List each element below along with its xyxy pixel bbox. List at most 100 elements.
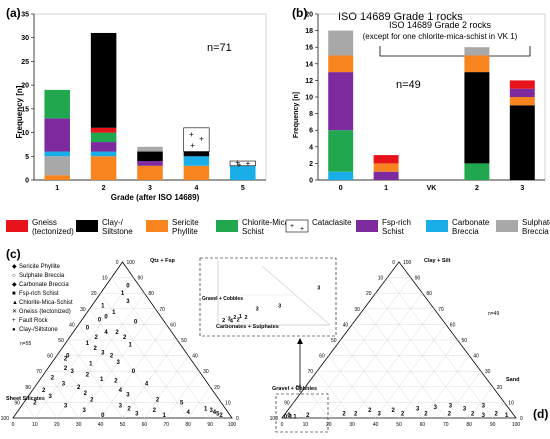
data-point-clay: 2 — [368, 408, 372, 414]
bar-segment-sericite — [509, 97, 535, 106]
tick-right: 50 — [462, 338, 468, 344]
bar-segment-fsp — [137, 161, 163, 166]
bar-segment-sulphate — [44, 156, 70, 176]
data-point-clay: 2 — [95, 335, 99, 341]
bar-segment-chlorite — [44, 89, 70, 119]
data-point-clay: 2 — [84, 391, 88, 397]
legend-label-fault: Fault Rock — [19, 318, 49, 324]
grid-line — [305, 277, 411, 419]
tick-bottom: 30 — [349, 422, 355, 428]
data-point-clay: 2 — [64, 357, 68, 363]
y-tick-label: 10 — [305, 95, 313, 102]
grid-line — [352, 308, 435, 419]
data-point-clay: 2 — [77, 385, 81, 391]
inset-point-fsp: 3 — [278, 303, 281, 309]
apex-left-d: Gravel + Cobbles — [272, 386, 317, 392]
grid-line — [23, 402, 36, 419]
tick-bottom: 90 — [207, 422, 213, 428]
tick-right: 0 — [520, 416, 523, 422]
tick-bottom: 30 — [76, 422, 82, 428]
y-tick-label: 25 — [21, 59, 29, 66]
tick-bottom: 20 — [326, 422, 332, 428]
grid-line — [111, 277, 211, 419]
inset-point-clay: 3 — [228, 316, 231, 322]
panel-c: (c) Qtz + Fsp Carbonates + Sulphates She… — [1, 247, 279, 428]
bar-legend: Gneiss (tectonized) Clay-/Siltstone Sericit… — [6, 218, 550, 236]
data-point-carbonate: 2 — [219, 413, 223, 419]
y-tick-label: 20 — [305, 12, 313, 19]
tick-right: 20 — [214, 385, 220, 391]
inset-point-clay: 2 — [244, 315, 247, 321]
data-point-sericite: 4 — [145, 382, 149, 388]
annotation-b: n=49 — [396, 79, 421, 91]
xlabel-a: Grade (after ISO 14689) — [111, 193, 200, 202]
data-point-clay: 2 — [391, 408, 395, 414]
panel-b: (b) ISO 14689 Grade 1 rocks ISO 14689 Gr… — [292, 6, 546, 192]
x-tick-label: 4 — [194, 185, 198, 192]
data-point-clay: 3 — [449, 404, 453, 410]
bar-segment-fsp — [373, 171, 399, 180]
legend-label-clay: Clay-/Siltstone — [19, 327, 58, 333]
legend-label-sericite: Sericite Phyllite — [19, 264, 61, 270]
bar-segment-clay — [183, 151, 210, 157]
data-point-clay: 1 — [112, 310, 116, 316]
apex-top-d: Clay + Silt — [424, 258, 451, 264]
legend-marker-sericite: ◆ — [12, 264, 17, 270]
tick-left: 30 — [354, 307, 360, 313]
data-point-sulphate: 0 — [126, 283, 130, 289]
data-point-sericite: 3 — [101, 350, 105, 356]
bar-segment-fsp — [509, 88, 535, 97]
tick-bottom: 80 — [185, 422, 191, 428]
legend-swatch-clay — [76, 220, 98, 232]
grid-line — [188, 386, 211, 419]
data-point-sericite: 4 — [104, 330, 108, 336]
grade2-label: ISO 14689 Grade 2 rocks — [389, 20, 492, 30]
grid-line — [340, 339, 400, 419]
bar-segment-carbonate — [183, 156, 210, 166]
grid-line — [144, 355, 189, 419]
tick-right: 10 — [225, 400, 231, 406]
tick-left: 10 — [102, 276, 108, 282]
y-tick-label: 18 — [305, 28, 313, 35]
bar-segment-carbonate — [328, 171, 354, 180]
data-point-clay: 3 — [482, 413, 486, 419]
grade2-bracket — [379, 46, 531, 57]
data-point-carbonate: 3 — [210, 408, 214, 414]
tick-left: 70 — [308, 369, 314, 375]
data-point-clay: 2 — [127, 407, 131, 413]
data-point-fsp: 0 — [104, 315, 108, 321]
data-point-clay: 2 — [354, 411, 358, 417]
bar-segment-clay — [509, 105, 535, 180]
annotation-a: n=71 — [207, 42, 232, 54]
y-tick-label: 4 — [309, 144, 313, 151]
data-point-clay: 2 — [123, 335, 127, 341]
tick-bottom: 100 — [228, 422, 237, 428]
panel-label-b: (b) — [292, 6, 307, 20]
tick-left: 100 — [1, 416, 10, 422]
legend-label-cataclasite: Cataclasite — [312, 218, 352, 227]
tick-bottom: 70 — [443, 422, 449, 428]
legend-label-clay: Clay-/Siltstone — [102, 218, 133, 236]
apex-top-c: Qtz + Fsp — [150, 258, 176, 264]
data-point-sericite: 2 — [33, 400, 37, 406]
tick-left: 90 — [14, 400, 20, 406]
grid-line — [422, 355, 470, 419]
data-point-clay: 2 — [42, 388, 46, 394]
tick-bottom: 10 — [32, 422, 38, 428]
tick-left: 60 — [319, 354, 325, 360]
bar-segment-clay — [90, 32, 117, 128]
bar-segment-gneiss — [373, 155, 399, 164]
tick-left: 50 — [58, 338, 64, 344]
data-point-clay: 3 — [416, 407, 420, 413]
data-point-clay: 2 — [115, 330, 119, 336]
data-point-sulphate: 1 — [204, 407, 208, 413]
tick-right: 60 — [170, 322, 176, 328]
data-point-sericite: 3 — [116, 360, 120, 366]
grid-line — [166, 371, 200, 419]
legend-label-chlorite: Chlorite-Mica-Schist — [19, 300, 73, 306]
bar-segment-sericite — [328, 55, 354, 73]
grid-line — [45, 371, 79, 419]
cataclasite-cross: + — [189, 130, 194, 139]
grid-line — [67, 339, 123, 419]
grid-line — [492, 402, 505, 419]
